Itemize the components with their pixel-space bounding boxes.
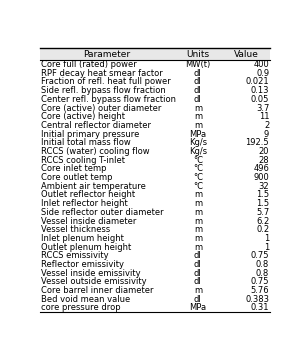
Text: Outlet plenum height: Outlet plenum height bbox=[42, 242, 132, 252]
Text: dl: dl bbox=[194, 69, 202, 78]
Text: Central reflector diameter: Central reflector diameter bbox=[42, 121, 152, 130]
Text: 5.7: 5.7 bbox=[256, 208, 269, 217]
Text: 32: 32 bbox=[258, 182, 269, 191]
Text: m: m bbox=[194, 225, 202, 234]
Bar bbox=[40, 48, 270, 60]
Text: Vessel inside emissivity: Vessel inside emissivity bbox=[42, 269, 141, 278]
Text: RCCS emissivity: RCCS emissivity bbox=[42, 251, 109, 260]
Text: °C: °C bbox=[193, 182, 203, 191]
Text: 6.2: 6.2 bbox=[256, 217, 269, 225]
Text: dl: dl bbox=[194, 251, 202, 260]
Text: Reflector emissivity: Reflector emissivity bbox=[42, 260, 125, 269]
Text: dl: dl bbox=[194, 278, 202, 286]
Text: 496: 496 bbox=[253, 164, 269, 173]
Text: Outlet reflector height: Outlet reflector height bbox=[42, 190, 135, 199]
Text: Value: Value bbox=[234, 50, 259, 58]
Text: dl: dl bbox=[194, 260, 202, 269]
Text: Kg/s: Kg/s bbox=[189, 138, 207, 147]
Text: dl: dl bbox=[194, 86, 202, 95]
Text: dl: dl bbox=[194, 78, 202, 86]
Text: °C: °C bbox=[193, 156, 203, 165]
Text: 1.5: 1.5 bbox=[256, 199, 269, 208]
Text: 3.7: 3.7 bbox=[256, 103, 269, 113]
Text: 0.31: 0.31 bbox=[251, 303, 269, 313]
Text: Vessel thickness: Vessel thickness bbox=[42, 225, 111, 234]
Text: 0.8: 0.8 bbox=[256, 269, 269, 278]
Text: 1.5: 1.5 bbox=[256, 190, 269, 199]
Text: dl: dl bbox=[194, 95, 202, 104]
Text: Core (active) height: Core (active) height bbox=[42, 112, 125, 121]
Text: Core barrel inner diameter: Core barrel inner diameter bbox=[42, 286, 154, 295]
Text: RCCS cooling T-inlet: RCCS cooling T-inlet bbox=[42, 156, 125, 165]
Text: 9: 9 bbox=[264, 130, 269, 139]
Text: Core (active) outer diameter: Core (active) outer diameter bbox=[42, 103, 162, 113]
Text: 192.5: 192.5 bbox=[245, 138, 269, 147]
Text: m: m bbox=[194, 121, 202, 130]
Text: m: m bbox=[194, 103, 202, 113]
Text: Units: Units bbox=[186, 50, 209, 58]
Text: MW(t): MW(t) bbox=[185, 60, 211, 69]
Text: 1: 1 bbox=[264, 234, 269, 243]
Text: Core inlet temp: Core inlet temp bbox=[42, 164, 107, 173]
Text: Core outlet temp: Core outlet temp bbox=[42, 173, 113, 182]
Text: dl: dl bbox=[194, 295, 202, 304]
Text: m: m bbox=[194, 217, 202, 225]
Text: Inlet reflector height: Inlet reflector height bbox=[42, 199, 128, 208]
Text: 400: 400 bbox=[253, 60, 269, 69]
Text: core pressure drop: core pressure drop bbox=[42, 303, 121, 313]
Text: Ambient air temperature: Ambient air temperature bbox=[42, 182, 146, 191]
Text: Bed void mean value: Bed void mean value bbox=[42, 295, 131, 304]
Text: °C: °C bbox=[193, 164, 203, 173]
Text: 0.75: 0.75 bbox=[251, 278, 269, 286]
Text: m: m bbox=[194, 286, 202, 295]
Text: m: m bbox=[194, 112, 202, 121]
Text: 1: 1 bbox=[264, 242, 269, 252]
Text: m: m bbox=[194, 242, 202, 252]
Text: RCCS (water) cooling flow: RCCS (water) cooling flow bbox=[42, 147, 150, 156]
Text: 20: 20 bbox=[259, 147, 269, 156]
Text: Side reflector outer diameter: Side reflector outer diameter bbox=[42, 208, 164, 217]
Text: 11: 11 bbox=[259, 112, 269, 121]
Text: Vessel inside diameter: Vessel inside diameter bbox=[42, 217, 137, 225]
Text: Parameter: Parameter bbox=[83, 50, 131, 58]
Text: RPF decay heat smear factor: RPF decay heat smear factor bbox=[42, 69, 163, 78]
Text: 0.8: 0.8 bbox=[256, 260, 269, 269]
Text: 0.05: 0.05 bbox=[251, 95, 269, 104]
Text: 28: 28 bbox=[258, 156, 269, 165]
Text: °C: °C bbox=[193, 173, 203, 182]
Text: 0.383: 0.383 bbox=[245, 295, 269, 304]
Text: m: m bbox=[194, 199, 202, 208]
Text: 0.021: 0.021 bbox=[245, 78, 269, 86]
Text: Center refl. bypass flow fraction: Center refl. bypass flow fraction bbox=[42, 95, 176, 104]
Text: m: m bbox=[194, 234, 202, 243]
Text: MPa: MPa bbox=[189, 130, 206, 139]
Text: Initial total mass flow: Initial total mass flow bbox=[42, 138, 131, 147]
Text: Inlet plenum height: Inlet plenum height bbox=[42, 234, 124, 243]
Text: 900: 900 bbox=[253, 173, 269, 182]
Text: dl: dl bbox=[194, 269, 202, 278]
Text: Core full (rated) power: Core full (rated) power bbox=[42, 60, 137, 69]
Text: m: m bbox=[194, 190, 202, 199]
Text: 2: 2 bbox=[264, 121, 269, 130]
Text: Kg/s: Kg/s bbox=[189, 147, 207, 156]
Text: Fraction of refl. heat full power: Fraction of refl. heat full power bbox=[42, 78, 171, 86]
Text: 0.9: 0.9 bbox=[256, 69, 269, 78]
Text: Initial primary pressure: Initial primary pressure bbox=[42, 130, 140, 139]
Text: 0.75: 0.75 bbox=[251, 251, 269, 260]
Text: m: m bbox=[194, 208, 202, 217]
Text: Vessel outside emissivity: Vessel outside emissivity bbox=[42, 278, 147, 286]
Text: 5.76: 5.76 bbox=[251, 286, 269, 295]
Text: 0.13: 0.13 bbox=[251, 86, 269, 95]
Text: MPa: MPa bbox=[189, 303, 206, 313]
Text: Side refl. bypass flow fraction: Side refl. bypass flow fraction bbox=[42, 86, 166, 95]
Text: 0.2: 0.2 bbox=[256, 225, 269, 234]
